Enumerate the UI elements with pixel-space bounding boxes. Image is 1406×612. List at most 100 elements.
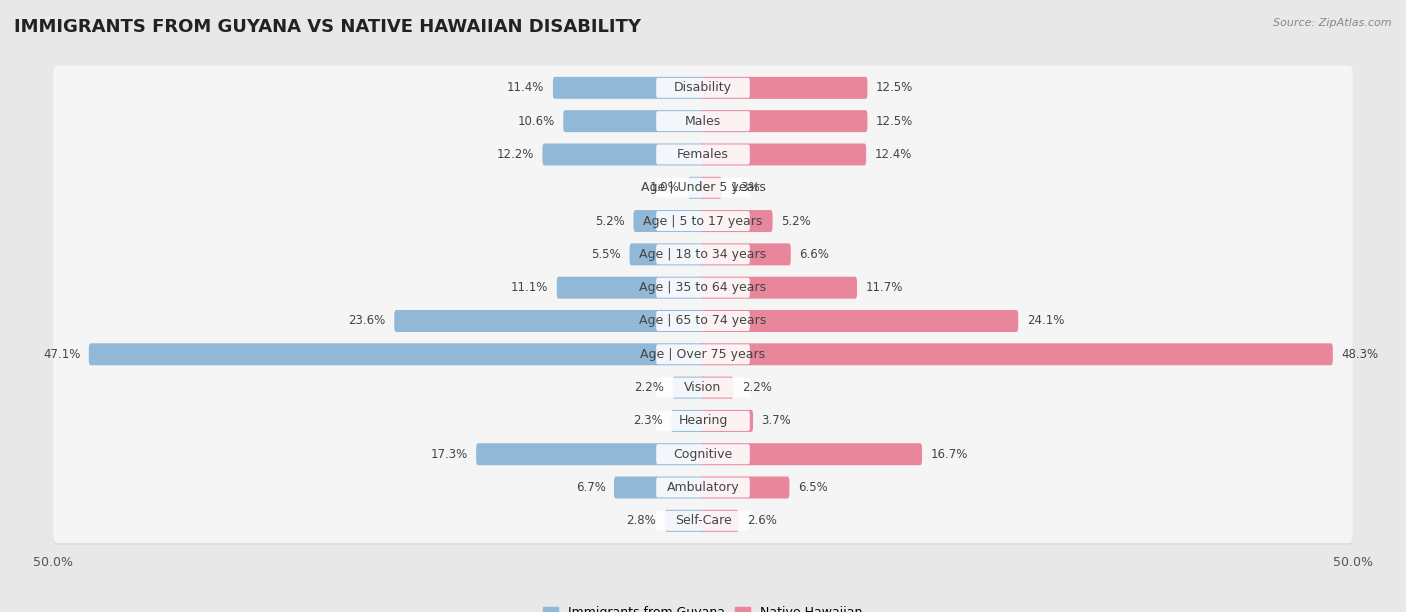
Text: 2.6%: 2.6% — [747, 514, 778, 528]
FancyBboxPatch shape — [702, 210, 772, 232]
FancyBboxPatch shape — [53, 399, 1353, 445]
FancyBboxPatch shape — [89, 343, 704, 365]
FancyBboxPatch shape — [53, 132, 1353, 179]
Text: Source: ZipAtlas.com: Source: ZipAtlas.com — [1274, 18, 1392, 28]
FancyBboxPatch shape — [557, 277, 704, 299]
Text: IMMIGRANTS FROM GUYANA VS NATIVE HAWAIIAN DISABILITY: IMMIGRANTS FROM GUYANA VS NATIVE HAWAIIA… — [14, 18, 641, 36]
FancyBboxPatch shape — [53, 132, 1353, 177]
FancyBboxPatch shape — [702, 510, 738, 532]
Text: Females: Females — [678, 148, 728, 161]
Text: 23.6%: 23.6% — [349, 315, 385, 327]
Text: Vision: Vision — [685, 381, 721, 394]
Text: 1.3%: 1.3% — [730, 181, 761, 194]
FancyBboxPatch shape — [688, 177, 704, 199]
FancyBboxPatch shape — [657, 444, 749, 465]
Text: Age | 5 to 17 years: Age | 5 to 17 years — [644, 215, 762, 228]
FancyBboxPatch shape — [657, 511, 749, 531]
Text: Males: Males — [685, 114, 721, 128]
FancyBboxPatch shape — [553, 77, 704, 99]
FancyBboxPatch shape — [657, 477, 749, 498]
FancyBboxPatch shape — [53, 365, 1353, 410]
Text: Cognitive: Cognitive — [673, 448, 733, 461]
FancyBboxPatch shape — [657, 378, 749, 398]
Text: Ambulatory: Ambulatory — [666, 481, 740, 494]
Text: 5.2%: 5.2% — [595, 215, 626, 228]
FancyBboxPatch shape — [53, 432, 1353, 478]
FancyBboxPatch shape — [53, 465, 1353, 510]
FancyBboxPatch shape — [543, 143, 704, 165]
FancyBboxPatch shape — [657, 311, 749, 331]
Text: Self-Care: Self-Care — [675, 514, 731, 528]
FancyBboxPatch shape — [53, 199, 1353, 244]
Text: 11.1%: 11.1% — [510, 281, 548, 294]
Text: Hearing: Hearing — [678, 414, 728, 427]
FancyBboxPatch shape — [702, 343, 1333, 365]
FancyBboxPatch shape — [702, 443, 922, 465]
Text: 5.5%: 5.5% — [592, 248, 621, 261]
FancyBboxPatch shape — [702, 177, 721, 199]
Text: 2.2%: 2.2% — [634, 381, 664, 394]
FancyBboxPatch shape — [53, 332, 1353, 378]
Text: 6.6%: 6.6% — [799, 248, 830, 261]
FancyBboxPatch shape — [53, 466, 1353, 512]
Text: 6.7%: 6.7% — [575, 481, 606, 494]
FancyBboxPatch shape — [702, 410, 754, 432]
FancyBboxPatch shape — [702, 77, 868, 99]
FancyBboxPatch shape — [53, 232, 1353, 277]
FancyBboxPatch shape — [630, 244, 704, 266]
Text: 6.5%: 6.5% — [797, 481, 828, 494]
FancyBboxPatch shape — [53, 65, 1353, 110]
Text: 2.3%: 2.3% — [633, 414, 662, 427]
FancyBboxPatch shape — [53, 499, 1353, 545]
FancyBboxPatch shape — [53, 199, 1353, 245]
Text: 2.2%: 2.2% — [742, 381, 772, 394]
Text: Age | 35 to 64 years: Age | 35 to 64 years — [640, 281, 766, 294]
FancyBboxPatch shape — [53, 166, 1353, 212]
Text: 5.2%: 5.2% — [780, 215, 811, 228]
Text: 10.6%: 10.6% — [517, 114, 555, 128]
Text: 12.2%: 12.2% — [496, 148, 534, 161]
FancyBboxPatch shape — [53, 99, 1353, 145]
FancyBboxPatch shape — [53, 165, 1353, 210]
Text: Age | Over 75 years: Age | Over 75 years — [641, 348, 765, 361]
FancyBboxPatch shape — [614, 477, 704, 499]
Text: 1.0%: 1.0% — [650, 181, 679, 194]
FancyBboxPatch shape — [657, 144, 749, 165]
FancyBboxPatch shape — [657, 244, 749, 264]
FancyBboxPatch shape — [657, 111, 749, 131]
Text: 11.4%: 11.4% — [508, 81, 544, 94]
Text: 48.3%: 48.3% — [1341, 348, 1378, 361]
Text: Disability: Disability — [673, 81, 733, 94]
FancyBboxPatch shape — [477, 443, 704, 465]
FancyBboxPatch shape — [53, 499, 1353, 543]
FancyBboxPatch shape — [672, 376, 704, 398]
FancyBboxPatch shape — [702, 110, 868, 132]
FancyBboxPatch shape — [702, 477, 789, 499]
Text: Age | 65 to 74 years: Age | 65 to 74 years — [640, 315, 766, 327]
Text: 3.7%: 3.7% — [762, 414, 792, 427]
FancyBboxPatch shape — [657, 278, 749, 297]
FancyBboxPatch shape — [702, 310, 1018, 332]
Text: 16.7%: 16.7% — [931, 448, 967, 461]
Text: 2.8%: 2.8% — [627, 514, 657, 528]
FancyBboxPatch shape — [702, 277, 858, 299]
FancyBboxPatch shape — [53, 365, 1353, 412]
FancyBboxPatch shape — [702, 244, 790, 266]
FancyBboxPatch shape — [53, 266, 1353, 312]
FancyBboxPatch shape — [665, 510, 704, 532]
FancyBboxPatch shape — [53, 99, 1353, 143]
Text: Age | 18 to 34 years: Age | 18 to 34 years — [640, 248, 766, 261]
Legend: Immigrants from Guyana, Native Hawaiian: Immigrants from Guyana, Native Hawaiian — [540, 602, 866, 612]
FancyBboxPatch shape — [657, 211, 749, 231]
Text: 17.3%: 17.3% — [430, 448, 468, 461]
FancyBboxPatch shape — [702, 376, 734, 398]
FancyBboxPatch shape — [53, 398, 1353, 443]
FancyBboxPatch shape — [53, 299, 1353, 345]
FancyBboxPatch shape — [657, 177, 749, 198]
FancyBboxPatch shape — [634, 210, 704, 232]
Text: 12.5%: 12.5% — [876, 81, 912, 94]
FancyBboxPatch shape — [657, 411, 749, 431]
FancyBboxPatch shape — [702, 143, 866, 165]
FancyBboxPatch shape — [53, 299, 1353, 343]
FancyBboxPatch shape — [53, 266, 1353, 310]
